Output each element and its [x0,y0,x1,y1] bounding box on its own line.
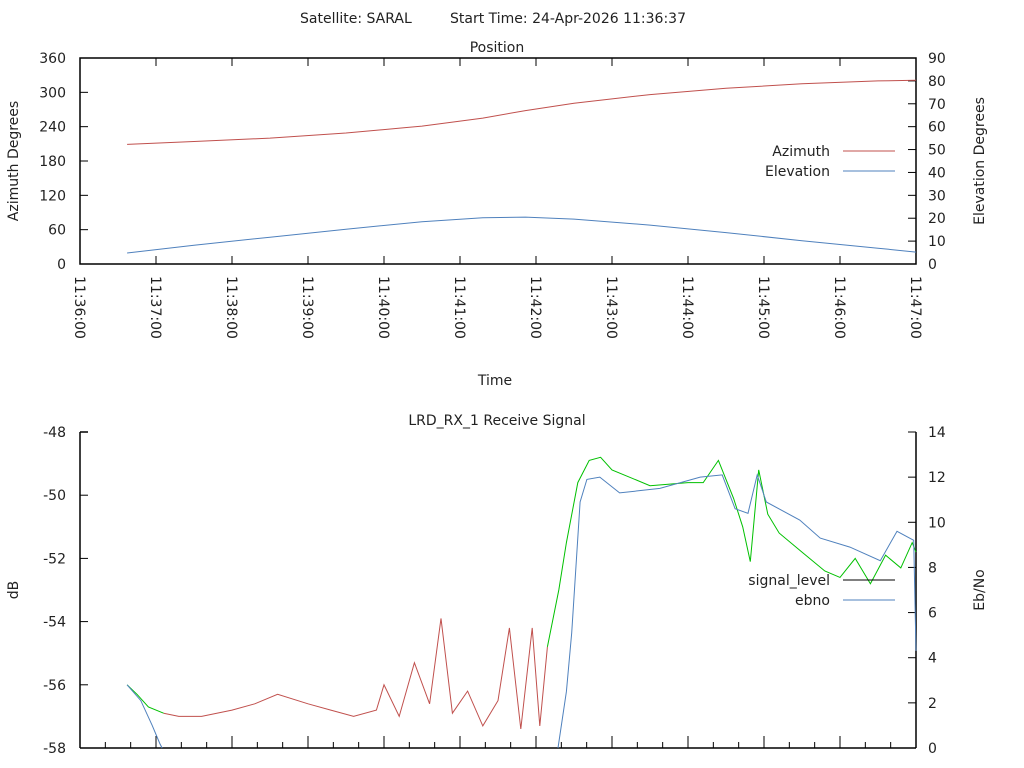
y2-tick-label: 10 [928,515,946,531]
x-axis-label: Time [477,373,512,389]
y-tick-label: -50 [43,488,66,504]
series-line-Azimuth [127,79,917,145]
plot-title: Position [470,40,525,56]
y-tick-label: -56 [43,678,66,694]
y2-tick-label: 0 [928,257,937,273]
x-tick-label: 11:38:00 [223,276,239,339]
legend-label-Elevation: Elevation [765,164,830,180]
y2-tick-label: 14 [928,425,946,441]
x-tick-label: 11:39:00 [299,276,315,339]
x-tick-label: 11:46:00 [831,276,847,339]
series-line-ebno [126,684,163,749]
y2-tick-label: 80 [928,74,946,90]
y-tick-label: -48 [43,425,66,441]
x-tick-label: 11:47:00 [907,276,923,339]
series-line-signal_level [546,456,917,647]
y-tick-label: -54 [43,615,66,631]
x-tick-label: 11:44:00 [679,276,695,339]
y2-tick-label: 8 [928,560,937,576]
y-axis-label: dB [6,581,22,600]
y-tick-label: 180 [39,154,66,170]
y2-tick-label: 2 [928,696,937,712]
y2-axis-label: Elevation Degrees [972,97,988,225]
y2-tick-label: 30 [928,188,946,204]
header-satellite: Satellite: SARAL [300,11,412,27]
y-tick-label: 360 [39,51,66,67]
legend-label-ebno: ebno [795,593,830,609]
y-tick-label: 120 [39,188,66,204]
plot-frame [79,57,917,265]
header-start-time: Start Time: 24-Apr-2026 11:36:37 [450,11,686,27]
y2-tick-label: 90 [928,51,946,67]
series-line-Elevation [127,216,917,254]
y2-tick-label: 4 [928,651,937,667]
y-tick-label: 300 [39,85,66,101]
legend-label-signal_level: signal_level [748,573,830,589]
y2-tick-label: 50 [928,143,946,159]
y2-tick-label: 10 [928,234,946,250]
x-tick-label: 11:40:00 [375,276,391,339]
y2-tick-label: 70 [928,97,946,113]
x-tick-label: 11:41:00 [451,276,467,339]
x-tick-label: 11:37:00 [147,276,163,339]
y-tick-label: 240 [39,120,66,136]
y2-axis-label: Eb/No [972,569,988,611]
x-tick-label: 11:42:00 [527,276,543,339]
series-line-ebno [557,473,917,749]
x-tick-label: 11:43:00 [603,276,619,339]
y2-tick-label: 40 [928,165,946,181]
legend-label-Azimuth: Azimuth [772,144,830,160]
x-tick-label: 11:45:00 [755,276,771,339]
y-tick-label: -52 [43,551,66,567]
y-tick-label: 0 [57,257,66,273]
y2-tick-label: 20 [928,211,946,227]
series-line-signal_level [126,684,164,714]
y2-tick-label: 12 [928,470,946,486]
y2-tick-label: 0 [928,741,937,757]
x-tick-label: 11:36:00 [71,276,87,339]
y2-tick-label: 60 [928,120,946,136]
y-tick-label: -58 [43,741,66,757]
receive-signal-plot: LRD_RX_1 Receive Signal dB Eb/No -58 -56 -… [6,413,988,757]
y-axis-label: Azimuth Degrees [6,101,22,221]
y2-tick-label: 6 [928,606,937,622]
plot-title: LRD_RX_1 Receive Signal [408,413,585,429]
series-line-signal_level [163,618,548,730]
position-plot: Position Time Azimuth Degrees Elevation … [6,40,988,389]
y-tick-label: 60 [48,223,66,239]
